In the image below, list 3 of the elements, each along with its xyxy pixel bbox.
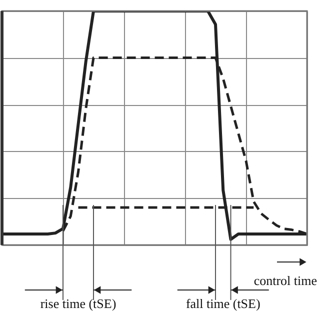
text: control time [254,273,318,288]
text: rise time (tSE) [40,296,116,311]
text: fall time (tSE) [186,296,260,311]
